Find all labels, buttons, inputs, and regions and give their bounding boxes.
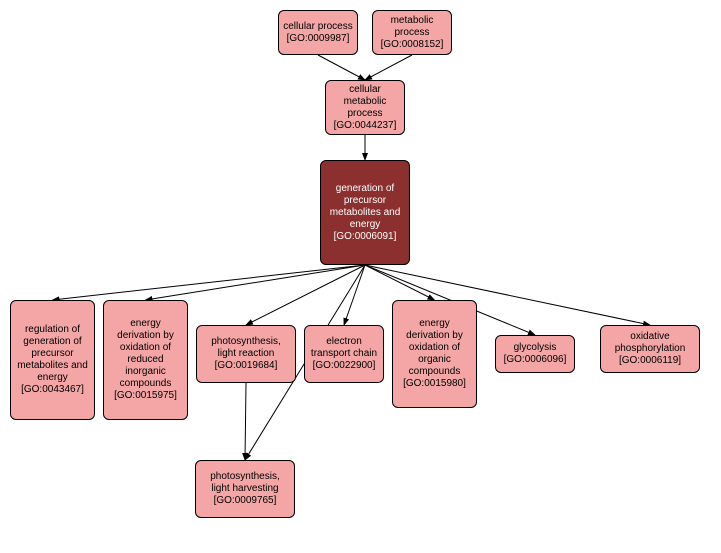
edge-cellular_process-cellular_metabolic [318, 55, 365, 80]
node-energy_inorganic[interactable]: energy derivation by oxidation of reduce… [103, 300, 188, 420]
edge-generation-energy_organic [365, 265, 435, 300]
node-label: cellular process [GO:0009987] [283, 21, 353, 45]
node-label: generation of precursor metabolites and … [325, 183, 405, 243]
edge-generation-regulation [53, 265, 366, 300]
node-label: electron transport chain [GO:0022900] [309, 336, 379, 372]
node-cellular_process[interactable]: cellular process [GO:0009987] [278, 10, 358, 55]
node-cellular_metabolic[interactable]: cellular metabolic process [GO:0044237] [325, 80, 405, 135]
node-label: energy derivation by oxidation of reduce… [108, 318, 183, 402]
node-oxidative[interactable]: oxidative phosphorylation [GO:0006119] [600, 325, 700, 373]
node-label: photosynthesis, light reaction [GO:00196… [201, 336, 291, 372]
edge-generation-electron [344, 265, 365, 325]
node-photo_harvest[interactable]: photosynthesis, light harvesting [GO:000… [195, 460, 295, 518]
node-label: oxidative phosphorylation [GO:0006119] [605, 331, 695, 367]
node-generation[interactable]: generation of precursor metabolites and … [320, 160, 410, 265]
node-label: metabolic process [GO:0008152] [377, 15, 447, 51]
node-label: energy derivation by oxidation of organi… [397, 318, 472, 390]
edge-generation-energy_inorganic [146, 265, 366, 300]
node-glycolysis[interactable]: glycolysis [GO:0006096] [495, 335, 575, 373]
edge-photo_light-photo_harvest [245, 383, 246, 460]
node-energy_organic[interactable]: energy derivation by oxidation of organi… [392, 300, 477, 408]
node-label: photosynthesis, light harvesting [GO:000… [200, 471, 290, 507]
edge-generation-photo_light [246, 265, 365, 325]
node-electron[interactable]: electron transport chain [GO:0022900] [304, 325, 384, 383]
node-label: regulation of generation of precursor me… [15, 324, 90, 396]
node-label: cellular metabolic process [GO:0044237] [330, 84, 400, 132]
node-photo_light[interactable]: photosynthesis, light reaction [GO:00196… [196, 325, 296, 383]
node-label: glycolysis [GO:0006096] [500, 342, 570, 366]
edge-metabolic_process-cellular_metabolic [365, 55, 412, 80]
node-regulation[interactable]: regulation of generation of precursor me… [10, 300, 95, 420]
node-metabolic_process[interactable]: metabolic process [GO:0008152] [372, 10, 452, 55]
